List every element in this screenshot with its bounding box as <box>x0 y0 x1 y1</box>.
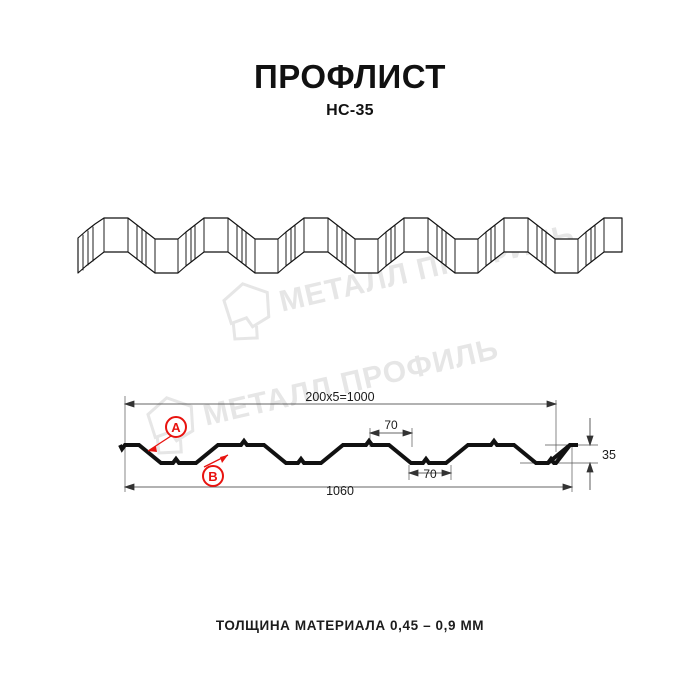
callout-b: B <box>202 454 229 487</box>
callout-a-letter: A <box>171 420 181 435</box>
material-thickness-caption: ТОЛЩИНА МАТЕРИАЛА 0,45 – 0,9 ММ <box>215 618 485 633</box>
arrow-crest70-left <box>368 429 380 437</box>
dim-label-valley-width: 70 <box>423 467 437 481</box>
callout-a: A <box>147 416 187 452</box>
arrow-total-left <box>123 483 135 491</box>
callout-b-arrow <box>220 455 228 463</box>
callout-a-arrow <box>148 446 157 452</box>
callout-b-letter: B <box>208 469 217 484</box>
arrow-crest70-right <box>402 429 414 437</box>
dim-label-total-width: 1060 <box>326 484 354 498</box>
arrow-valley70-left <box>407 469 419 477</box>
callout-a-leader <box>147 435 172 452</box>
arrow-total-right <box>562 483 574 491</box>
profile-section-right-tail <box>536 443 578 465</box>
arrow-working-left <box>123 400 135 408</box>
arrow-valley70-right <box>441 469 453 477</box>
profile-section-path <box>118 437 576 465</box>
page-title: ПРОФЛИСТ <box>254 58 446 95</box>
arrow-height-down <box>586 435 594 447</box>
callout-b-circle <box>202 465 224 487</box>
dim-label-height: 35 <box>602 448 616 462</box>
arrow-height-up <box>586 461 594 473</box>
product-model: НС-35 <box>326 102 374 119</box>
arrow-working-right <box>546 400 558 408</box>
dim-label-working-width: 200x5=1000 <box>305 390 374 404</box>
watermark-logo-icon <box>222 282 271 341</box>
dim-label-crest-width: 70 <box>384 418 398 432</box>
callout-a-circle <box>165 416 187 438</box>
